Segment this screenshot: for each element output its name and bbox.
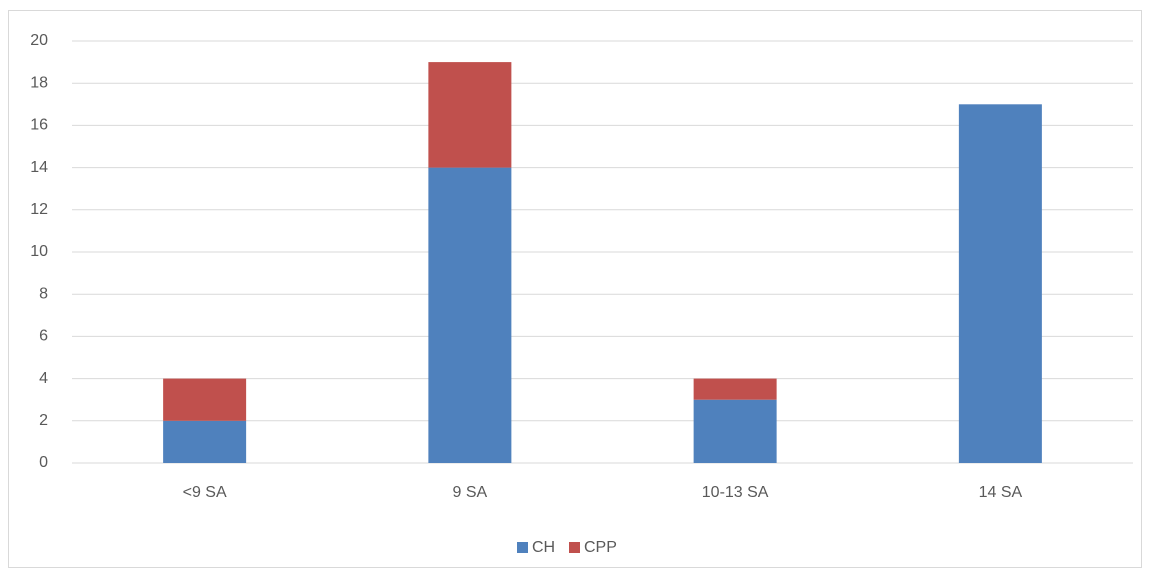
y-tick-label: 6 [39,328,48,345]
bar-segment [693,399,777,463]
legend-label: CPP [584,539,617,556]
y-tick-label: 8 [39,285,48,302]
x-tick-label: <9 SA [183,484,227,501]
y-tick-label: 18 [30,74,48,91]
legend-swatch [569,542,580,553]
x-tick-label: 14 SA [979,484,1023,501]
y-tick-label: 16 [30,117,48,134]
bar-segment [428,167,512,463]
bar-segment [163,420,247,463]
y-tick-label: 20 [30,32,48,49]
bar-segment [163,378,247,421]
bar-segment [428,62,512,168]
y-tick-label: 10 [30,243,48,260]
y-tick-label: 12 [30,201,48,218]
y-tick-label: 4 [39,370,48,387]
chart-border [8,10,1142,568]
y-tick-label: 14 [30,159,48,176]
x-tick-label: 10-13 SA [702,484,769,501]
legend-swatch [517,542,528,553]
x-tick-label: 9 SA [453,484,488,501]
y-tick-label: 0 [39,454,48,471]
bar-segment [958,104,1042,464]
legend-label: CH [532,539,555,556]
y-tick-label: 2 [39,412,48,429]
bar-segment [693,378,777,400]
